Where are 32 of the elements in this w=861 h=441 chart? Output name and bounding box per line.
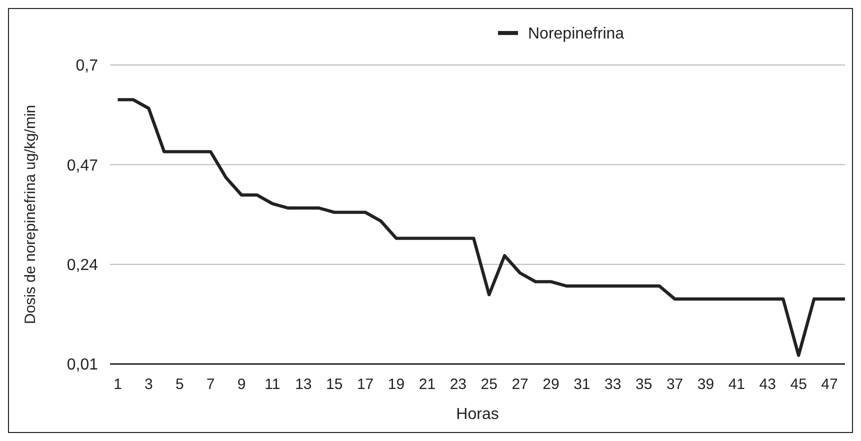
- x-tick-label: 27: [512, 376, 528, 393]
- x-tick-label: 31: [574, 376, 590, 393]
- x-tick-label: 1: [114, 376, 122, 393]
- x-tick-label: 11: [264, 376, 280, 393]
- x-tick-label: 33: [604, 376, 622, 393]
- x-tick-label: 9: [237, 376, 246, 393]
- x-tick-label: 13: [295, 376, 312, 393]
- x-tick-label: 41: [728, 376, 746, 393]
- x-tick-label: 45: [790, 376, 807, 393]
- x-tick-label: 35: [636, 376, 652, 393]
- line-series: [116, 98, 847, 357]
- y-axis-title: Dosis de norepinefrina ug/kg/min: [22, 104, 39, 324]
- x-tick-label: 7: [206, 376, 215, 393]
- y-tick-label: 0,24: [66, 256, 98, 274]
- legend-label: Norepinefrina: [528, 26, 624, 43]
- x-tick-label: 3: [144, 376, 153, 393]
- x-tick-label: 23: [450, 376, 466, 393]
- x-tick-label: 15: [326, 376, 343, 393]
- x-tick-label: 37: [666, 376, 684, 393]
- y-tick-label: 0,47: [66, 157, 98, 174]
- y-tick-label: 0,01: [66, 356, 98, 374]
- x-tick-label: 47: [821, 376, 838, 393]
- x-tick-label: 39: [697, 376, 714, 393]
- x-tick-label: 25: [480, 376, 498, 393]
- x-tick-label: 21: [418, 376, 436, 393]
- x-tick-label: 43: [759, 376, 776, 393]
- x-tick-label: 19: [388, 376, 405, 393]
- x-tick-label: 5: [175, 376, 184, 393]
- x-tick-label: 29: [542, 376, 560, 393]
- y-tick-label: 0,7: [76, 58, 98, 75]
- x-tick-label: 17: [356, 376, 374, 393]
- x-axis-title: Horas: [456, 406, 499, 423]
